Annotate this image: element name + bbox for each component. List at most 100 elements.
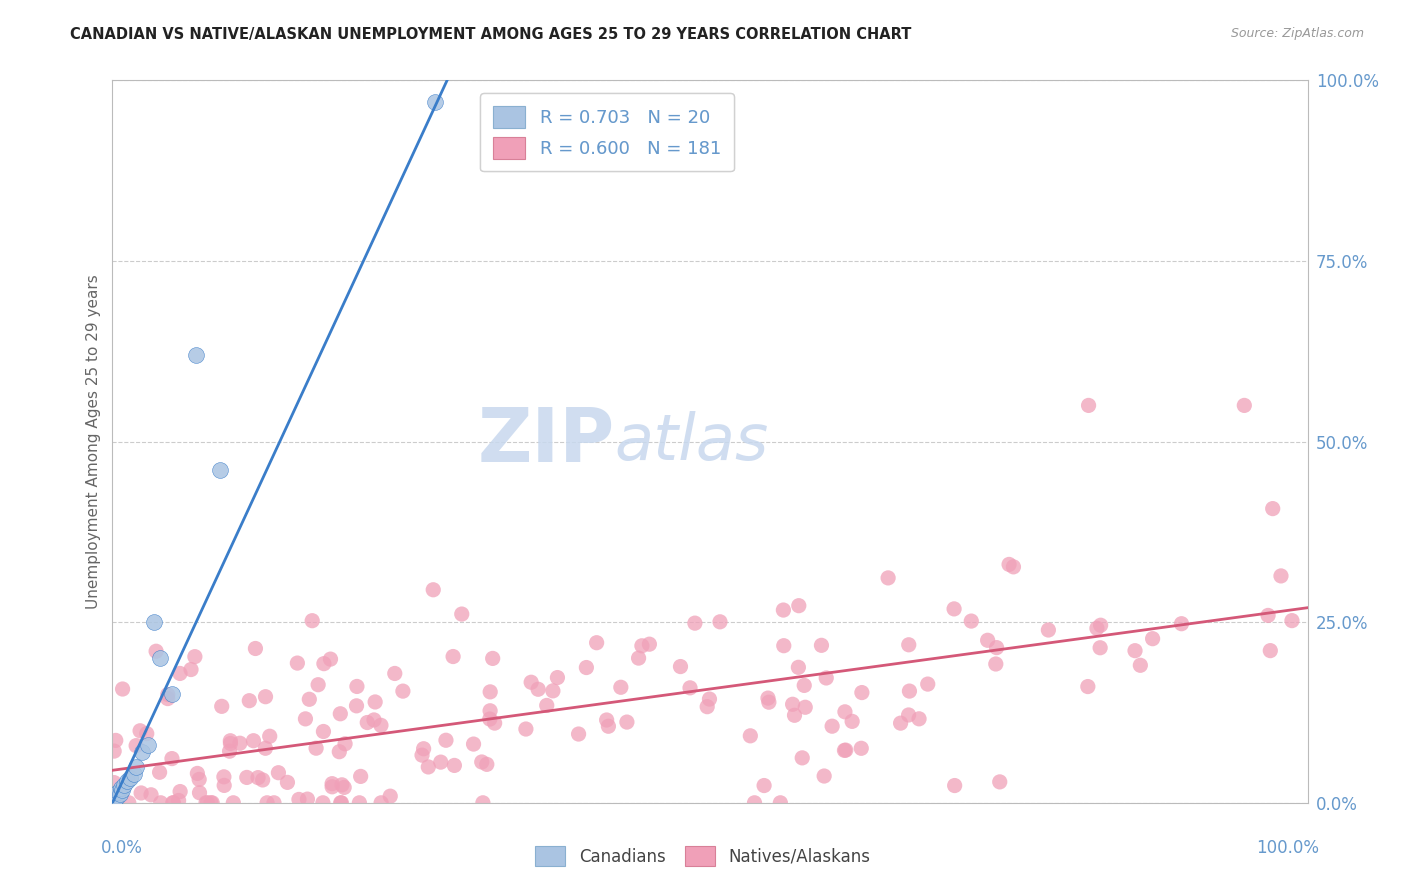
Point [167, 793, 190, 807]
Point [111, 782, 134, 797]
Point [1129, 658, 1152, 673]
Point [238, 694, 260, 708]
Point [471, 755, 494, 769]
Point [834, 743, 856, 757]
Point [835, 743, 858, 757]
Point [312, 724, 335, 739]
Point [679, 681, 702, 695]
Point [813, 769, 835, 783]
Point [305, 741, 328, 756]
Point [104, 792, 127, 806]
Point [107, 785, 129, 799]
Point [744, 796, 766, 810]
Point [135, 726, 157, 740]
Point [758, 695, 780, 709]
Point [1281, 614, 1303, 628]
Point [450, 607, 472, 621]
Point [536, 698, 558, 713]
Point [212, 779, 235, 793]
Point [1090, 618, 1112, 632]
Point [370, 718, 392, 732]
Point [568, 727, 591, 741]
Point [219, 736, 242, 750]
Point [186, 348, 208, 362]
Point [976, 633, 998, 648]
Point [125, 739, 148, 753]
Point [188, 786, 211, 800]
Point [479, 685, 502, 699]
Point [297, 792, 319, 806]
Point [346, 698, 368, 713]
Point [110, 781, 132, 796]
Point [520, 675, 543, 690]
Point [984, 657, 1007, 671]
Point [321, 780, 343, 794]
Point [527, 682, 550, 697]
Point [696, 699, 718, 714]
Point [709, 615, 731, 629]
Point [443, 758, 465, 772]
Point [683, 616, 706, 631]
Point [960, 614, 983, 628]
Point [245, 641, 267, 656]
Point [111, 681, 134, 696]
Point [149, 796, 172, 810]
Point [103, 775, 125, 789]
Point [792, 751, 814, 765]
Point [434, 733, 457, 747]
Point [834, 705, 856, 719]
Point [105, 789, 128, 803]
Point [356, 715, 378, 730]
Point [103, 744, 125, 758]
Point [897, 638, 920, 652]
Point [1233, 398, 1256, 412]
Text: 100.0%: 100.0% [1257, 838, 1320, 857]
Point [254, 741, 277, 756]
Point [346, 680, 368, 694]
Point [252, 772, 274, 787]
Point [222, 796, 245, 810]
Point [481, 651, 503, 665]
Point [162, 796, 184, 810]
Point [384, 666, 406, 681]
Point [333, 780, 356, 795]
Point [242, 733, 264, 747]
Point [349, 796, 371, 810]
Point [298, 692, 321, 706]
Point [160, 751, 183, 765]
Point [328, 745, 350, 759]
Point [411, 748, 433, 763]
Point [138, 738, 160, 752]
Point [329, 706, 352, 721]
Point [541, 684, 564, 698]
Point [740, 729, 762, 743]
Point [330, 778, 353, 792]
Point [998, 558, 1021, 572]
Point [988, 775, 1011, 789]
Point [627, 651, 650, 665]
Point [1257, 608, 1279, 623]
Point [669, 659, 692, 673]
Point [610, 680, 633, 694]
Point [149, 765, 172, 780]
Point [877, 571, 900, 585]
Point [897, 708, 920, 723]
Point [218, 744, 240, 758]
Point [312, 657, 335, 671]
Point [783, 708, 806, 723]
Text: CANADIAN VS NATIVE/ALASKAN UNEMPLOYMENT AMONG AGES 25 TO 29 YEARS CORRELATION CH: CANADIAN VS NATIVE/ALASKAN UNEMPLOYMENT … [70, 27, 911, 42]
Point [162, 687, 183, 701]
Legend: Canadians, Natives/Alaskans: Canadians, Natives/Alaskans [527, 838, 879, 875]
Point [267, 765, 290, 780]
Point [546, 671, 568, 685]
Point [209, 463, 232, 477]
Point [479, 704, 502, 718]
Point [851, 741, 873, 756]
Point [219, 733, 242, 747]
Point [699, 692, 721, 706]
Point [139, 788, 162, 802]
Point [769, 796, 792, 810]
Point [631, 639, 654, 653]
Point [129, 786, 152, 800]
Point [188, 772, 211, 787]
